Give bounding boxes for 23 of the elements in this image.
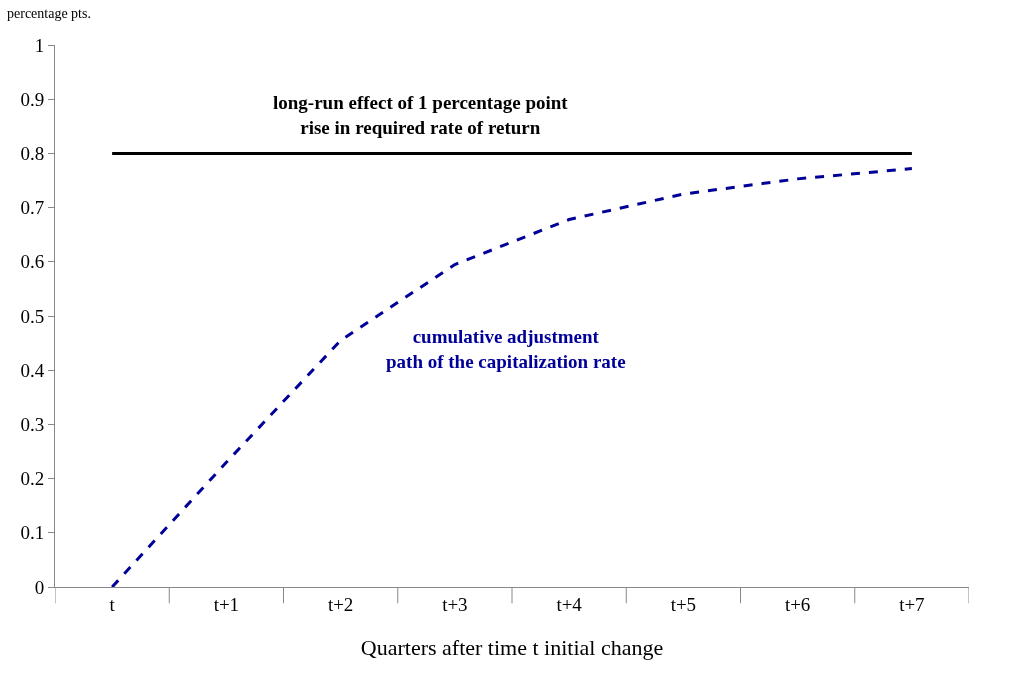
y-tick-label: 1 [34, 34, 45, 56]
y-tick-label: 0.6 [20, 251, 45, 273]
x-tick-label: t+4 [556, 593, 583, 615]
annotation: cumulative adjustment path of the capitalization rate [386, 326, 626, 372]
annotation: long-run effect of 1 percentage point rise in required rate of return [273, 92, 569, 138]
x-tick-label: t+2 [327, 593, 354, 615]
x-tick-label: t+6 [784, 593, 811, 615]
y-axis-title: percentage pts. [7, 6, 91, 21]
y-tick-label: 0.7 [20, 197, 45, 219]
x-tick-label: t [109, 593, 116, 615]
y-tick-label: 0 [34, 576, 45, 598]
y-tick-label: 0.3 [20, 414, 45, 436]
y-tick-label: 0.4 [20, 359, 45, 381]
x-axis-title: Quarters after time t initial change [360, 634, 664, 660]
y-tick-label: 0.9 [20, 88, 45, 110]
y-tick-label: 0.1 [20, 522, 45, 544]
x-tick-label: t+3 [442, 593, 468, 615]
x-tick-label: t+1 [213, 593, 240, 615]
x-tick-label: t+5 [670, 593, 697, 615]
y-tick-label: 0.8 [20, 143, 45, 165]
y-tick-label: 0.5 [20, 305, 45, 327]
y-tick-label: 0.2 [20, 468, 45, 490]
x-tick-label: t+7 [899, 593, 925, 615]
